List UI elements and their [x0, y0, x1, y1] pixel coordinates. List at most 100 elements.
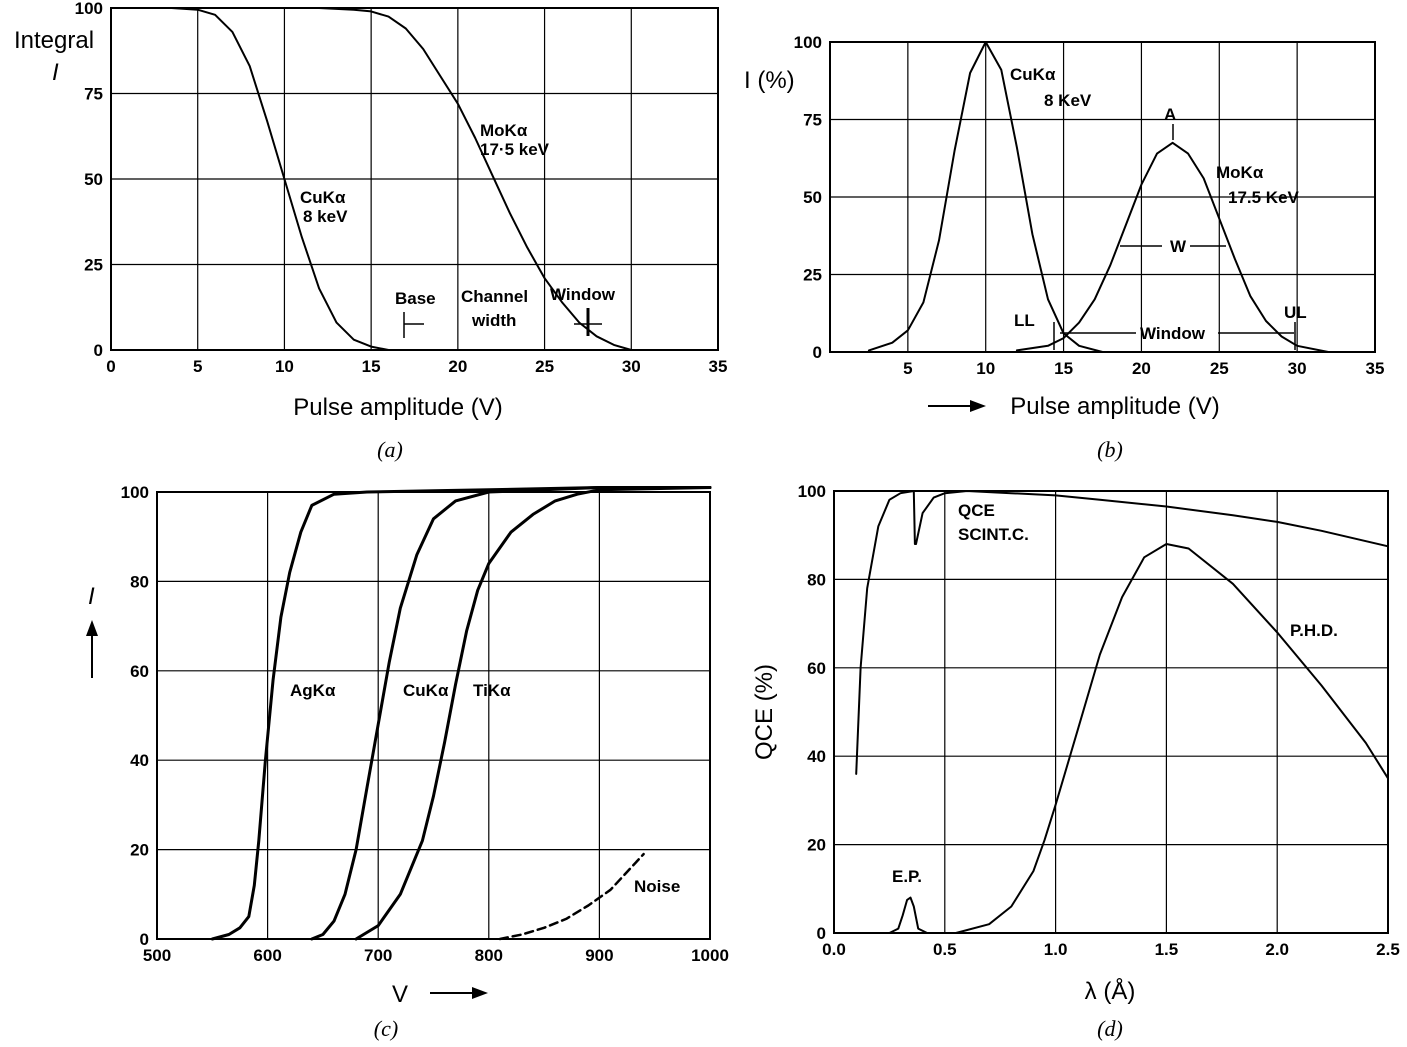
- plot-frame-d: [833, 490, 1389, 934]
- series-line-d-2: [888, 896, 929, 934]
- series-line-d-0: [855, 490, 1389, 775]
- ticks-c: 500 600 700 800 900 1000 0 20 40 60 80 100: [121, 483, 729, 965]
- y-label-d: QCE (%): [751, 664, 778, 760]
- grid-b: [830, 42, 1375, 352]
- y-tick-label-b-1: 25: [803, 266, 822, 285]
- x-label-b: Pulse amplitude (V): [1010, 393, 1219, 420]
- annotation-ep-d: E.P.: [892, 867, 922, 886]
- y-tick-label-d-4: 80: [807, 570, 826, 589]
- lines-b: [867, 41, 1330, 353]
- y-tick-label-c-2: 40: [130, 751, 149, 770]
- panel-label-c: (c): [374, 1016, 398, 1041]
- x-label-arrowhead-c: [472, 987, 488, 999]
- y-tick-label-d-2: 40: [807, 747, 826, 766]
- annotation-channel-a-1: Channel: [461, 287, 528, 306]
- x-tick-label-b-1: 10: [976, 359, 995, 378]
- y-tick-label-a-4: 100: [75, 0, 103, 18]
- panel-a: 0 5 10 15 20 25 30 35 0 25 50 75 100 Integral I Puls…: [14, 0, 727, 462]
- y-label-c: I: [88, 583, 95, 610]
- x-tick-label-c-0: 500: [143, 946, 171, 965]
- ticks-a: 0 5 10 15 20 25 30 35 0 25 50 75 100: [75, 0, 728, 376]
- annotation-window-b: Window: [1140, 324, 1206, 343]
- annotation-mo-b-1: MoKα: [1216, 163, 1264, 182]
- y-tick-label-b-0: 0: [813, 343, 822, 362]
- y-label-arrowhead-c: [86, 620, 98, 636]
- x-tick-label-c-4: 900: [585, 946, 613, 965]
- annotation-ti-c: TiKα: [473, 681, 511, 700]
- x-tick-label-b-0: 5: [903, 359, 912, 378]
- y-tick-label-c-1: 20: [130, 841, 149, 860]
- x-tick-label-b-3: 20: [1132, 359, 1151, 378]
- x-label-d: λ (Å): [1085, 977, 1136, 1005]
- grid-a: [111, 8, 718, 350]
- annotation-noise-c: Noise: [634, 877, 680, 896]
- x-tick-label-a-0: 0: [106, 357, 115, 376]
- x-tick-label-b-4: 25: [1210, 359, 1229, 378]
- annotation-w-b: W: [1170, 237, 1187, 256]
- x-tick-label-d-5: 2.5: [1376, 940, 1400, 959]
- x-label-a: Pulse amplitude (V): [293, 394, 502, 421]
- series-line-c-0: [210, 486, 712, 941]
- x-tick-label-b-2: 15: [1054, 359, 1073, 378]
- x-tick-label-c-5: 1000: [691, 946, 729, 965]
- y-label-b: I (%): [744, 67, 795, 94]
- x-tick-label-d-0: 0.0: [822, 940, 846, 959]
- y-tick-label-b-2: 50: [803, 188, 822, 207]
- panel-d: 0.0 0.5 1.0 1.5 2.0 2.5 0 20 40 60 80 100 QCE (%) λ…: [751, 482, 1400, 1041]
- y-tick-label-a-2: 50: [84, 170, 103, 189]
- y-tick-label-b-3: 75: [803, 111, 822, 130]
- annotation-phd-d: P.H.D.: [1290, 621, 1338, 640]
- annotation-cu-a-1: CuKα: [300, 188, 346, 207]
- y-tick-label-c-0: 0: [140, 930, 149, 949]
- series-line-b-1: [1015, 141, 1330, 353]
- series-line-a-1: [318, 7, 633, 351]
- x-tick-label-a-6: 30: [622, 357, 641, 376]
- panel-b: 5 10 15 20 25 30 35 0 25 50 75 100 I (%) Pulse ampl…: [744, 33, 1384, 462]
- x-tick-label-a-7: 35: [709, 357, 728, 376]
- panel-label-b: (b): [1097, 437, 1123, 462]
- x-tick-label-a-4: 20: [448, 357, 467, 376]
- series-line-b-0: [867, 41, 1104, 353]
- x-tick-label-a-1: 5: [193, 357, 202, 376]
- annotation-qce-d-2: SCINT.C.: [958, 525, 1029, 544]
- annotation-mo-b-2: 17.5 KeV: [1228, 188, 1300, 207]
- series-line-c-2: [354, 486, 712, 941]
- x-tick-label-c-2: 700: [364, 946, 392, 965]
- annotation-a-b: A: [1164, 105, 1176, 124]
- lines-d: [855, 490, 1389, 934]
- y-tick-label-c-4: 80: [130, 572, 149, 591]
- x-label-arrowhead-b: [970, 400, 986, 412]
- series-line-c-3: [498, 852, 645, 941]
- x-tick-label-a-2: 10: [275, 357, 294, 376]
- y-tick-label-d-1: 20: [807, 836, 826, 855]
- lines-a: [170, 7, 633, 351]
- annotation-cu-b-2: 8 KeV: [1044, 91, 1092, 110]
- ticks-d: 0.0 0.5 1.0 1.5 2.0 2.5 0 20 40 60 80 100: [798, 482, 1400, 959]
- annotation-channel-a-2: width: [471, 311, 516, 330]
- y-tick-label-a-1: 25: [84, 256, 103, 275]
- y-tick-label-b-4: 100: [794, 33, 822, 52]
- annotation-mo-a-1: MoKα: [480, 121, 528, 140]
- ticks-b: 5 10 15 20 25 30 35 0 25 50 75 100: [794, 33, 1385, 378]
- annotation-mo-a-2: 17·5 keV: [480, 140, 550, 159]
- annotation-qce-d-1: QCE: [958, 501, 995, 520]
- panel-label-d: (d): [1097, 1016, 1123, 1041]
- y-tick-label-a-0: 0: [94, 341, 103, 360]
- grid-d: [834, 491, 1388, 933]
- x-tick-label-c-3: 800: [475, 946, 503, 965]
- y-tick-label-a-3: 75: [84, 85, 103, 104]
- annotation-ll-b: LL: [1014, 311, 1035, 330]
- annotation-cu-c: CuKα: [403, 681, 449, 700]
- series-line-a-0: [170, 7, 390, 351]
- x-tick-label-c-1: 600: [253, 946, 281, 965]
- series-line-c-1: [310, 486, 712, 941]
- x-tick-label-d-2: 1.0: [1044, 940, 1068, 959]
- x-label-c: V: [392, 981, 408, 1008]
- lines-c: [210, 486, 712, 941]
- y-label-a: I: [52, 59, 59, 86]
- panel-label-a: (a): [377, 437, 403, 462]
- y-tick-label-d-0: 0: [817, 924, 826, 943]
- x-tick-label-d-3: 1.5: [1155, 940, 1179, 959]
